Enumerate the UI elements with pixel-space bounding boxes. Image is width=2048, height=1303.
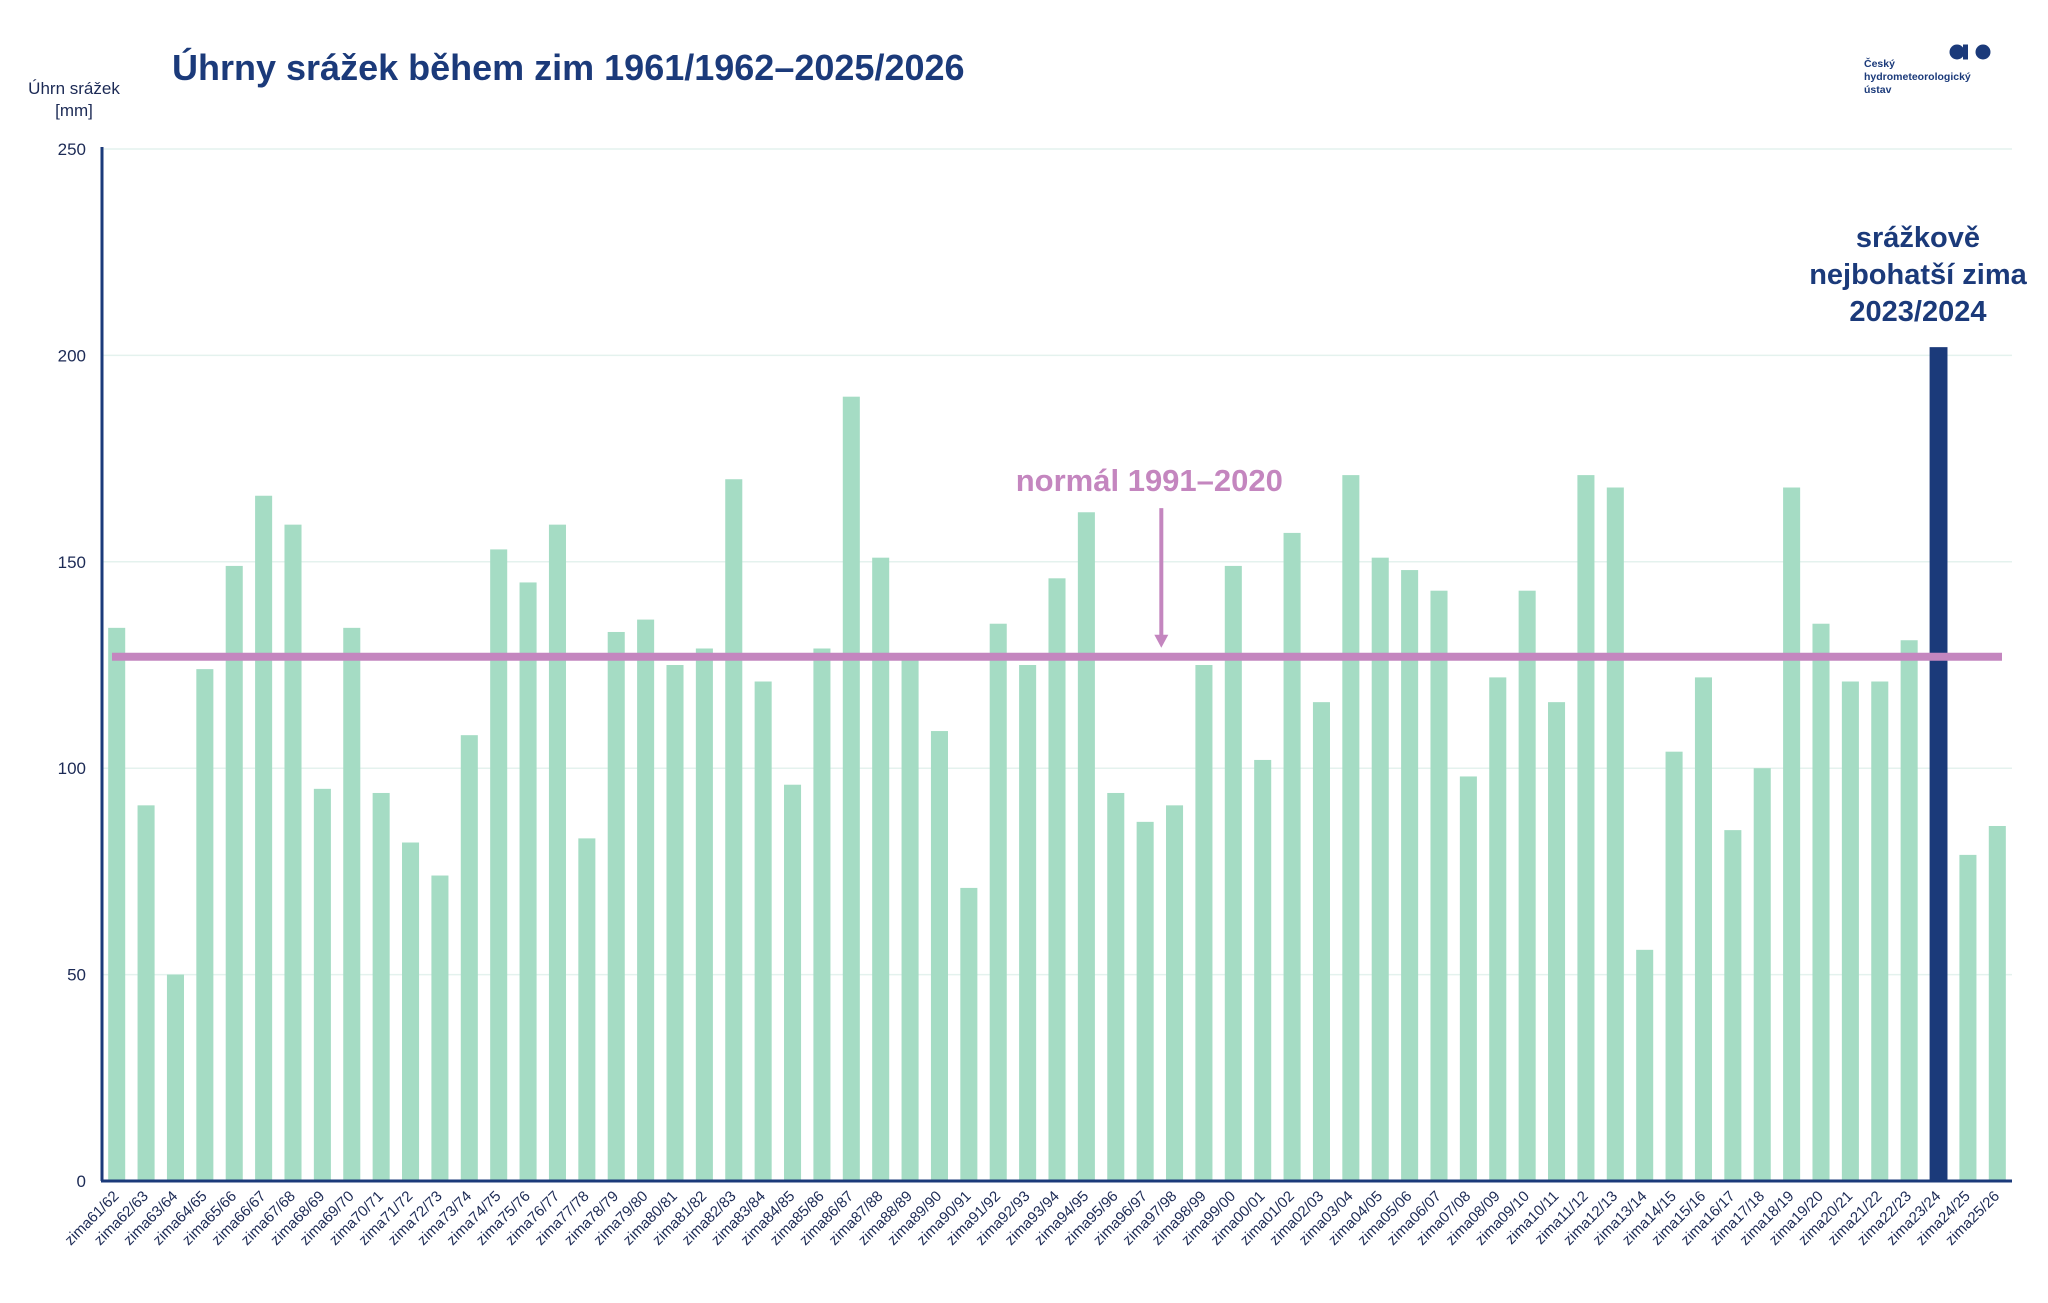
bar [842,396,860,1181]
bar [1283,532,1301,1181]
bar [1371,557,1389,1181]
bar [460,735,478,1181]
bar [1166,805,1184,1181]
logo-dot-right-icon [1975,44,1991,60]
y-tick-label: 150 [58,553,86,572]
bar [813,648,831,1181]
bar [1841,681,1859,1181]
record-annotation-line-3: 2023/2024 [1849,296,1986,328]
record-annotation-line-1: srážkově [1856,222,1980,254]
bar [1724,830,1742,1181]
bar [166,974,184,1181]
logo-text-line-3: ústav [1864,84,1892,96]
normal-arrow-icon [1154,634,1169,648]
bar [578,838,596,1181]
normal-label: normál 1991–2020 [1016,463,1283,498]
bar [225,565,243,1181]
y-axis-label-line-1: Úhrn srážek [28,79,120,98]
bar [1048,578,1066,1181]
chart-title: Úhrny srážek během zim 1961/1962–2025/20… [172,46,965,88]
record-annotation: srážkově nejbohatší zima 2023/2024 [1809,222,2027,328]
logo-text-line-2: hydrometeorologický [1864,71,1971,83]
bar [1812,623,1830,1181]
bar [1489,677,1507,1181]
bar [1312,702,1330,1181]
bar [343,627,361,1181]
bar [1077,512,1095,1181]
bars [108,347,2006,1182]
bar [754,681,772,1181]
bar [1929,347,1948,1181]
bar [1900,640,1918,1181]
bar [725,479,743,1181]
bar [1136,821,1154,1181]
x-axis-ticks: zima61/62zima62/63zima63/64zima64/65zima… [62,1188,2004,1249]
bar [284,524,302,1181]
bar [1871,681,1889,1181]
bar [1459,776,1477,1181]
logo-dot-left-icon [1949,44,1965,60]
bar [1577,475,1595,1181]
bar [989,623,1007,1181]
gridlines [102,148,2012,976]
y-axis-label-line-2: [mm] [55,101,93,120]
bar [519,582,537,1181]
bar [1694,677,1712,1181]
bar [1636,949,1654,1181]
chmi-logo: Český hydrometeorologický ústav [1864,44,1991,96]
bar [255,495,273,1181]
bar [1606,487,1624,1182]
bar [1224,565,1242,1181]
bar [960,887,978,1181]
bar [1342,475,1360,1181]
bar [1107,792,1125,1181]
bar [548,524,566,1181]
bar [372,792,390,1181]
y-axis-ticks: 0 50 100 150 200 250 [58,140,86,1191]
bar [1019,665,1037,1181]
bar [313,788,331,1181]
y-tick-label: 250 [58,140,86,159]
bar [1753,768,1771,1181]
bar [872,557,890,1181]
bar [1959,854,1977,1181]
bar [108,627,126,1181]
bar [1665,751,1683,1181]
bar [196,669,214,1181]
y-tick-label: 100 [58,759,86,778]
bar [901,656,919,1181]
y-tick-label: 50 [67,966,86,985]
bar [930,731,948,1181]
record-annotation-line-2: nejbohatší zima [1809,259,2027,291]
bar [666,665,684,1181]
y-tick-label: 200 [58,346,86,365]
bar [402,842,420,1181]
bar [1988,825,2006,1181]
bar [1518,590,1536,1181]
bar [1783,487,1801,1182]
bar [1254,759,1272,1181]
bar [607,631,625,1181]
bar [1430,590,1448,1181]
bar [637,619,655,1181]
bar [1401,570,1419,1181]
bar [695,648,713,1181]
bar [1195,665,1213,1181]
bar [784,784,802,1181]
bar [490,549,508,1181]
logo-bar-icon [1963,44,1968,60]
y-tick-label: 0 [77,1172,86,1191]
bar [1548,702,1566,1181]
logo-text-line-1: Český [1864,57,1895,70]
bar [431,875,449,1181]
bar [137,805,155,1181]
